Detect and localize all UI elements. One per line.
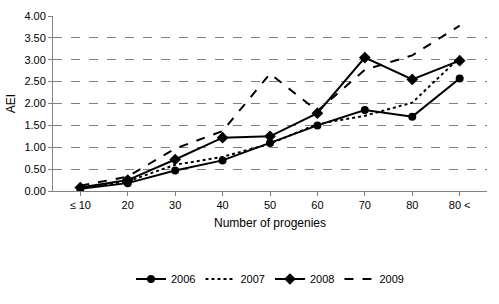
svg-text:1.00: 1.00	[24, 141, 45, 153]
svg-text:1.50: 1.50	[24, 119, 45, 131]
svg-text:0.50: 0.50	[24, 163, 45, 175]
svg-text:30: 30	[169, 199, 181, 211]
svg-text:2.50: 2.50	[24, 75, 45, 87]
svg-text:2006: 2006	[171, 273, 195, 285]
svg-text:0.00: 0.00	[24, 185, 45, 197]
svg-text:Number of progenies: Number of progenies	[214, 216, 326, 230]
svg-text:80: 80	[406, 199, 418, 211]
svg-text:AEI: AEI	[4, 94, 18, 113]
svg-text:50: 50	[264, 199, 276, 211]
svg-text:2007: 2007	[240, 273, 264, 285]
svg-text:4.00: 4.00	[24, 10, 45, 22]
svg-text:80 <: 80 <	[449, 199, 471, 211]
svg-text:60: 60	[311, 199, 323, 211]
svg-text:40: 40	[216, 199, 228, 211]
svg-text:2009: 2009	[379, 273, 403, 285]
svg-text:3.00: 3.00	[24, 54, 45, 66]
svg-text:20: 20	[122, 199, 134, 211]
svg-text:70: 70	[359, 199, 371, 211]
svg-text:≤ 10: ≤ 10	[70, 199, 91, 211]
svg-text:3.50: 3.50	[24, 32, 45, 44]
svg-text:2.00: 2.00	[24, 97, 45, 109]
svg-text:2008: 2008	[310, 273, 334, 285]
